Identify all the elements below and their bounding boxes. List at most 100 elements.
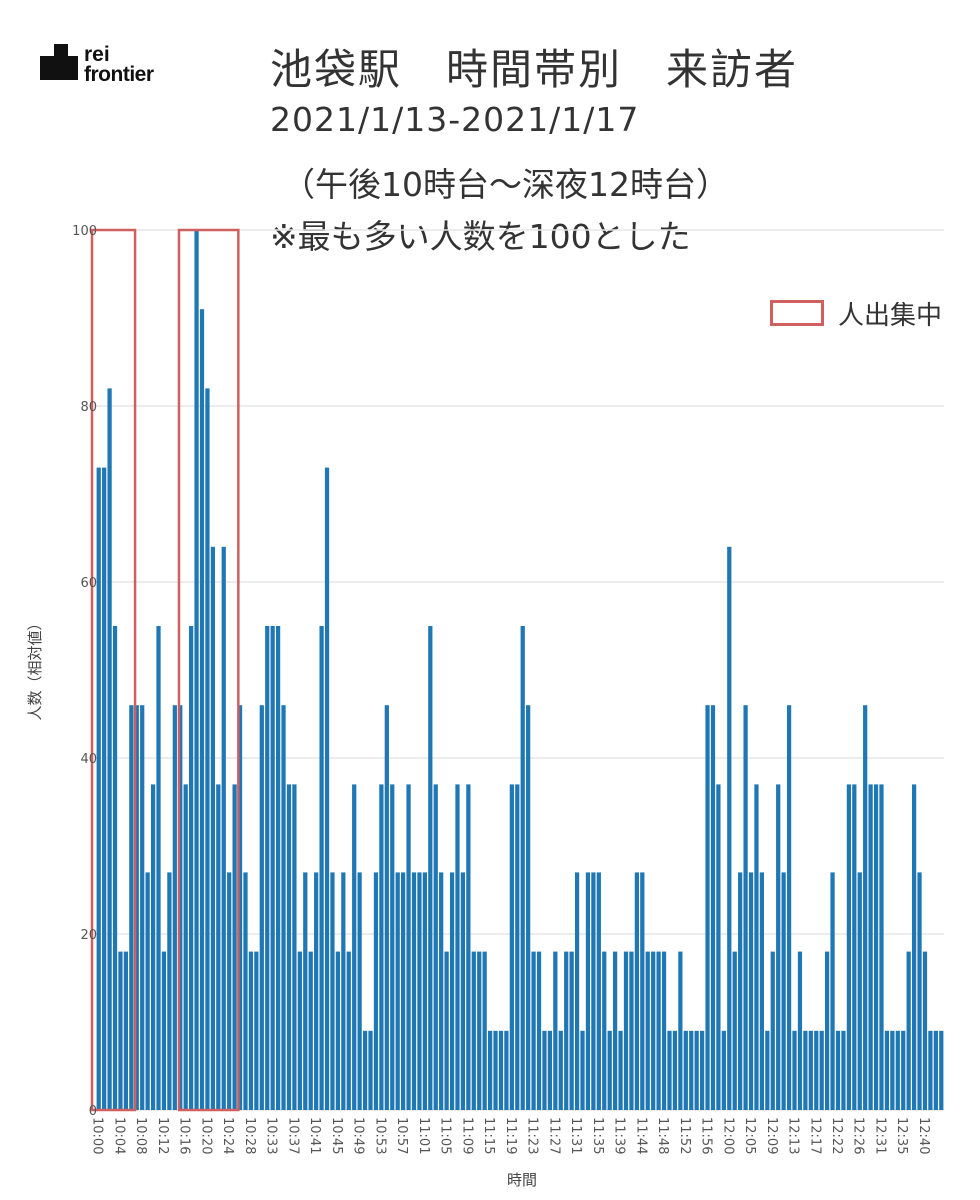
- bar: [531, 951, 536, 1110]
- x-tick-label: 11:39: [612, 1117, 627, 1154]
- bar: [449, 872, 455, 1110]
- bar: [210, 546, 215, 1110]
- bar: [134, 705, 139, 1110]
- x-tick-label: 12:40: [916, 1117, 931, 1154]
- x-tick-label: 11:19: [503, 1117, 518, 1154]
- bar: [303, 872, 308, 1110]
- bar: [634, 872, 639, 1110]
- bar: [852, 784, 857, 1110]
- bar: [373, 872, 379, 1110]
- bar: [759, 872, 765, 1110]
- bar: [873, 784, 879, 1110]
- bar: [727, 546, 732, 1110]
- bar: [667, 1030, 672, 1110]
- bar: [901, 1030, 906, 1110]
- x-tick-label: 12:13: [786, 1117, 801, 1154]
- legend: 人出集中: [770, 296, 943, 331]
- bar: [776, 784, 781, 1110]
- bar: [585, 872, 591, 1110]
- logo-text-frontier: frontier: [84, 63, 154, 86]
- bar: [401, 872, 406, 1110]
- chart-title: 池袋駅 時間帯別 来訪者: [270, 45, 799, 94]
- bar: [721, 1030, 726, 1110]
- bar: [732, 951, 737, 1110]
- bar: [792, 1030, 797, 1110]
- bar: [515, 784, 520, 1110]
- x-tick-label: 10:41: [307, 1117, 322, 1154]
- x-tick-label: 10:16: [177, 1117, 192, 1154]
- bar: [689, 1030, 694, 1110]
- bar: [629, 951, 634, 1110]
- bar: [205, 388, 210, 1110]
- bar: [623, 951, 629, 1110]
- bar: [417, 872, 422, 1110]
- bar: [324, 467, 330, 1111]
- bar: [161, 951, 167, 1110]
- bar: [781, 872, 786, 1110]
- x-tick-label: 10:37: [285, 1117, 300, 1154]
- x-tick-label: 11:05: [438, 1117, 453, 1154]
- bar: [183, 784, 188, 1110]
- bar: [286, 784, 292, 1110]
- bar: [526, 705, 531, 1110]
- bar: [547, 1030, 553, 1110]
- bar: [890, 1030, 895, 1110]
- bar: [656, 951, 661, 1110]
- x-axis-label: 時間: [507, 1171, 537, 1189]
- bar: [254, 951, 259, 1110]
- legend-swatch: [770, 300, 824, 326]
- bar: [743, 705, 748, 1110]
- y-axis-label: 人数（相対値）: [26, 615, 44, 720]
- bar: [265, 626, 270, 1110]
- bar: [227, 872, 232, 1110]
- bar: [482, 951, 487, 1110]
- bar: [716, 784, 721, 1110]
- bar: [564, 951, 569, 1110]
- bar: [884, 1030, 890, 1110]
- bar: [558, 1030, 563, 1110]
- bar: [150, 784, 156, 1110]
- legend-label: 人出集中: [838, 300, 943, 331]
- bar: [460, 872, 466, 1110]
- bar: [738, 872, 743, 1110]
- bar: [819, 1030, 824, 1110]
- bar: [172, 705, 177, 1110]
- bar: [808, 1030, 813, 1110]
- bar: [683, 1030, 688, 1110]
- bar: [330, 872, 335, 1110]
- bar: [493, 1030, 498, 1110]
- bar: [433, 784, 438, 1110]
- bar: [129, 705, 134, 1110]
- bar: [748, 872, 754, 1110]
- bar: [770, 951, 775, 1110]
- bar: [96, 467, 101, 1111]
- bar: [477, 951, 482, 1110]
- bar: [145, 872, 150, 1110]
- y-tick-label: 20: [80, 928, 97, 943]
- x-tick-label: 10:45: [329, 1117, 344, 1154]
- bar: [868, 784, 873, 1110]
- x-axis-ticks: 10:00 10:04 10:08 10:12 10:16 10:20 10:24 10:28…: [90, 1117, 931, 1154]
- x-tick-label: 10:04: [111, 1117, 126, 1154]
- x-tick-label: 10:28: [242, 1117, 257, 1154]
- chart-time-range: （午後10時台～深夜12時台）: [282, 165, 729, 204]
- x-tick-label: 11:52: [677, 1117, 692, 1154]
- bar: [797, 951, 803, 1110]
- x-tick-label: 11:35: [590, 1117, 605, 1154]
- bar: [879, 784, 884, 1110]
- bar: [368, 1030, 373, 1110]
- bar: [379, 784, 384, 1110]
- x-tick-label: 10:00: [90, 1117, 105, 1154]
- x-tick-label: 12:31: [872, 1117, 887, 1154]
- bar: [602, 951, 607, 1110]
- bars: [96, 230, 944, 1111]
- chart-note: ※最も多い人数を100とした: [270, 217, 691, 256]
- bar: [841, 1030, 846, 1110]
- x-tick-label: 12:26: [851, 1117, 866, 1154]
- bar: [107, 388, 112, 1110]
- x-tick-label: 10:12: [155, 1117, 170, 1154]
- x-tick-label: 11:23: [525, 1117, 540, 1154]
- bar: [335, 951, 341, 1110]
- highlight-box: [90, 228, 137, 1112]
- x-tick-label: 10:24: [220, 1117, 235, 1154]
